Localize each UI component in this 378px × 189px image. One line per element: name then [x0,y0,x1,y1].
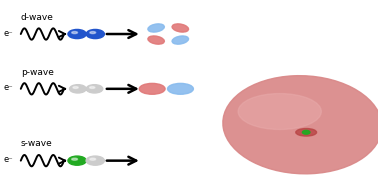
Ellipse shape [90,32,96,34]
Ellipse shape [70,85,86,93]
Ellipse shape [72,32,77,34]
Text: e⁻: e⁻ [3,155,12,164]
Ellipse shape [172,36,189,44]
Text: s-wave: s-wave [21,139,53,148]
Ellipse shape [86,156,104,165]
Ellipse shape [90,158,96,160]
Text: p-wave: p-wave [21,67,54,77]
Ellipse shape [148,24,164,32]
Ellipse shape [139,83,165,94]
Ellipse shape [73,87,78,88]
Ellipse shape [296,129,316,136]
Ellipse shape [68,29,86,39]
Ellipse shape [90,87,95,88]
Ellipse shape [72,158,77,160]
Ellipse shape [172,24,189,32]
Ellipse shape [238,94,321,129]
Ellipse shape [68,156,86,165]
Ellipse shape [148,36,164,44]
Ellipse shape [223,76,378,174]
Text: d-wave: d-wave [21,13,54,22]
Ellipse shape [167,83,194,94]
Text: e⁻: e⁻ [3,83,12,92]
Text: e⁻: e⁻ [3,29,12,38]
Ellipse shape [86,29,104,39]
Circle shape [302,130,310,134]
Ellipse shape [86,85,103,93]
